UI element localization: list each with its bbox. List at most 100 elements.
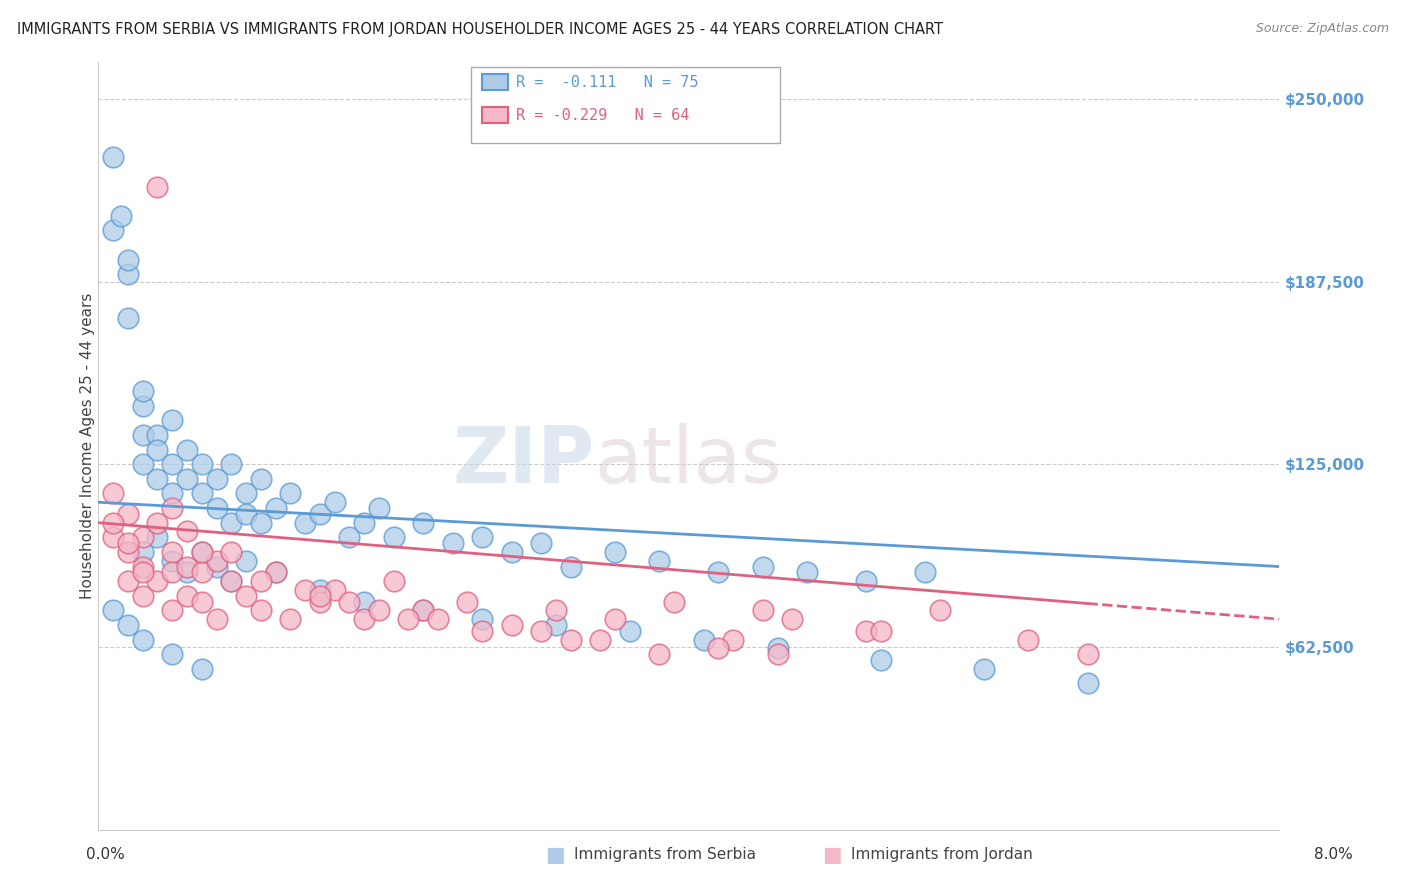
- Point: [501, 618, 523, 632]
- Point: [146, 179, 169, 194]
- Point: [323, 582, 346, 597]
- Point: [205, 559, 228, 574]
- Point: [501, 545, 523, 559]
- Point: [471, 530, 494, 544]
- Point: [162, 413, 183, 427]
- Point: [235, 554, 257, 568]
- Point: [412, 516, 434, 530]
- Point: [309, 507, 332, 521]
- Text: 8.0%: 8.0%: [1313, 847, 1353, 862]
- Point: [132, 559, 155, 574]
- Point: [353, 594, 375, 608]
- Point: [1077, 647, 1099, 661]
- Point: [914, 566, 936, 580]
- Point: [110, 209, 132, 223]
- Point: [176, 559, 198, 574]
- Point: [250, 472, 273, 486]
- Point: [457, 594, 479, 608]
- Point: [117, 252, 139, 267]
- Point: [235, 507, 257, 521]
- Point: [205, 554, 228, 568]
- Point: [176, 524, 198, 539]
- Point: [560, 559, 582, 574]
- Point: [162, 566, 183, 580]
- Point: [221, 545, 243, 559]
- Point: [530, 624, 553, 638]
- Point: [766, 641, 789, 656]
- Point: [162, 457, 183, 471]
- Point: [191, 662, 214, 676]
- Point: [103, 223, 125, 237]
- Point: [250, 516, 273, 530]
- Y-axis label: Householder Income Ages 25 - 44 years: Householder Income Ages 25 - 44 years: [80, 293, 94, 599]
- Point: [339, 594, 361, 608]
- Point: [782, 612, 804, 626]
- Point: [117, 618, 139, 632]
- Point: [752, 559, 775, 574]
- Point: [560, 632, 582, 647]
- Point: [250, 603, 273, 617]
- Point: [146, 574, 169, 589]
- Point: [221, 574, 243, 589]
- Point: [132, 384, 155, 399]
- Point: [796, 566, 818, 580]
- Text: Immigrants from Jordan: Immigrants from Jordan: [851, 847, 1032, 862]
- Point: [103, 603, 125, 617]
- Point: [132, 428, 155, 442]
- Point: [205, 472, 228, 486]
- Point: [605, 612, 627, 626]
- Point: [382, 530, 405, 544]
- Point: [162, 545, 183, 559]
- Point: [103, 516, 125, 530]
- Point: [205, 612, 228, 626]
- Point: [117, 574, 139, 589]
- Point: [191, 594, 214, 608]
- Point: [264, 566, 287, 580]
- Point: [132, 566, 155, 580]
- Point: [176, 566, 198, 580]
- Point: [1018, 632, 1040, 647]
- Point: [162, 501, 183, 516]
- Point: [471, 612, 494, 626]
- Point: [132, 632, 155, 647]
- Point: [648, 554, 671, 568]
- Point: [309, 589, 332, 603]
- Point: [546, 618, 568, 632]
- Point: [929, 603, 952, 617]
- Point: [693, 632, 716, 647]
- Point: [648, 647, 671, 661]
- Point: [1077, 676, 1099, 690]
- Point: [382, 574, 405, 589]
- Point: [103, 150, 125, 164]
- Point: [191, 545, 214, 559]
- Point: [707, 566, 730, 580]
- Point: [146, 472, 169, 486]
- Point: [870, 653, 893, 667]
- Point: [117, 311, 139, 326]
- Point: [530, 536, 553, 550]
- Point: [427, 612, 450, 626]
- Point: [235, 486, 257, 500]
- Text: ZIP: ZIP: [453, 424, 595, 500]
- Point: [264, 566, 287, 580]
- Point: [132, 457, 155, 471]
- Point: [191, 457, 214, 471]
- Point: [146, 516, 169, 530]
- Point: [146, 442, 169, 457]
- Point: [339, 530, 361, 544]
- Point: [855, 624, 877, 638]
- Point: [280, 612, 302, 626]
- Point: [191, 566, 214, 580]
- Point: [132, 545, 155, 559]
- Point: [176, 589, 198, 603]
- Text: Source: ZipAtlas.com: Source: ZipAtlas.com: [1256, 22, 1389, 36]
- Text: atlas: atlas: [595, 424, 782, 500]
- Point: [546, 603, 568, 617]
- Point: [973, 662, 995, 676]
- Point: [132, 399, 155, 413]
- Point: [589, 632, 612, 647]
- Text: R = -0.229   N = 64: R = -0.229 N = 64: [516, 109, 689, 123]
- Point: [117, 507, 139, 521]
- Point: [221, 516, 243, 530]
- Point: [368, 501, 391, 516]
